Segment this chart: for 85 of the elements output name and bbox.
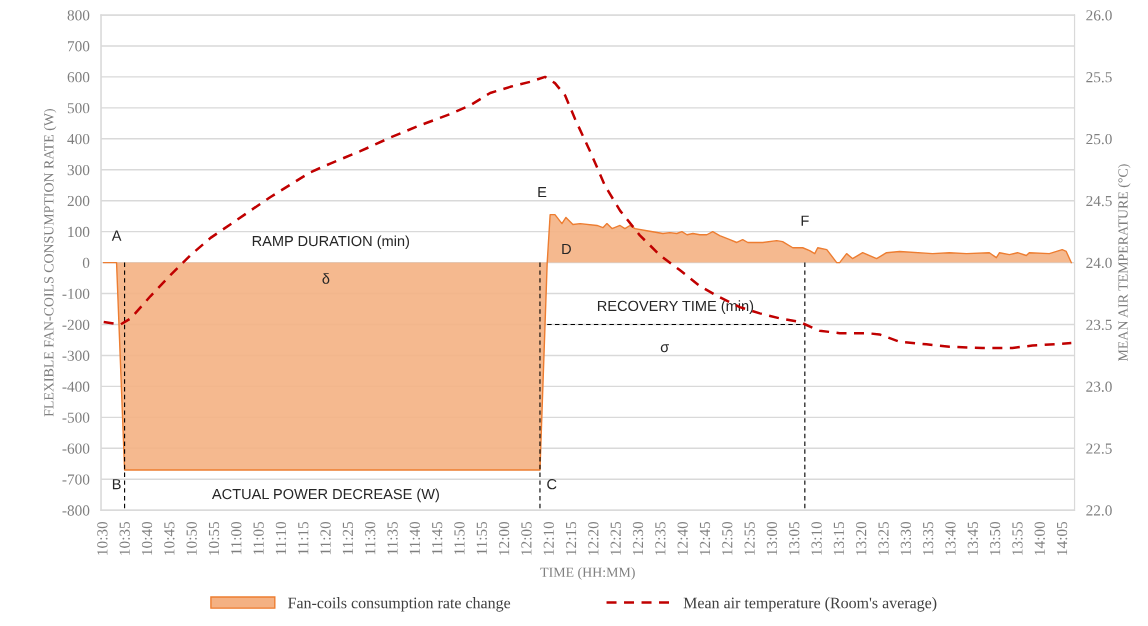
x-tick-label: 12:05 [521, 521, 532, 555]
y2-axis-title: MEAN AIR TEMPERATURE (°C) [1117, 164, 1131, 362]
x-tick-label: 12:25 [610, 521, 621, 555]
x-tick-label: 13:30 [900, 521, 912, 555]
y2-tick-label: 23.0 [1086, 381, 1112, 392]
x-tick-label: 13:55 [1012, 521, 1023, 555]
annotation: ACTUAL POWER DECREASE (W) [211, 488, 439, 503]
y-tick-label: 700 [68, 41, 90, 52]
y2-tick-label: 25.5 [1086, 72, 1112, 83]
x-tick-label: 10:50 [186, 521, 197, 555]
x-tick-label: 12:15 [565, 521, 577, 555]
y-tick-label: -600 [62, 443, 90, 454]
annotation: A [111, 230, 122, 241]
y-tick-label: -400 [62, 381, 90, 392]
x-tick-label: 13:10 [811, 521, 822, 555]
x-tick-label: 13:35 [923, 521, 934, 555]
y-tick-label: 0 [82, 257, 90, 269]
x-tick-label: 11:40 [409, 521, 421, 555]
y-axis-title: FLEXIBLE FAN-COILS CONSUMPTION RATE (W) [43, 109, 57, 417]
x-tick-label: 11:15 [298, 521, 309, 555]
x-tick-label: 12:40 [677, 521, 688, 555]
y-tick-label: 300 [67, 164, 90, 176]
x-axis-title: TIME (HH:MM) [540, 567, 635, 580]
x-tick-label: 12:10 [543, 521, 554, 555]
x-tick-label: 12:30 [632, 521, 644, 555]
y2-tick-label: 22.5 [1086, 443, 1112, 454]
x-tick-label: 11:35 [387, 521, 398, 555]
annotation: δ [322, 273, 330, 284]
x-tick-label: 10:35 [119, 521, 130, 555]
y-tick-label: 500 [67, 103, 90, 114]
x-tick-label: 10:40 [141, 521, 153, 555]
x-tick-label: 12:45 [699, 521, 711, 555]
y-tick-label: -800 [62, 505, 90, 516]
x-tick-label: 12:35 [655, 521, 666, 555]
y2-tick-label: 24.5 [1086, 195, 1112, 207]
x-tick-label: 13:25 [878, 521, 889, 555]
x-tick-label: 12:55 [744, 521, 755, 555]
annotation: E [538, 187, 547, 198]
x-tick-label: 13:50 [989, 521, 1001, 555]
x-tick-label: 11:05 [253, 521, 264, 555]
y-tick-label: 400 [67, 133, 90, 145]
y2-tick-label: 25.0 [1086, 133, 1112, 145]
x-tick-label: 10:45 [164, 521, 175, 555]
y-tick-label: 800 [67, 10, 90, 21]
y-tick-label: -500 [62, 412, 90, 423]
legend-label: Fan-coils consumption rate change [288, 597, 511, 612]
annotation: C [547, 479, 557, 490]
x-tick-label: 11:10 [275, 521, 287, 555]
x-tick-label: 11:00 [231, 521, 242, 555]
annotation: D [562, 243, 571, 254]
x-tick-label: 14:05 [1056, 521, 1068, 555]
x-tick-label: 11:45 [432, 521, 443, 555]
x-tick-label: 13:05 [789, 521, 800, 555]
y-tick-label: -100 [62, 288, 90, 300]
x-tick-label: 12:20 [588, 521, 599, 555]
y-tick-label: -200 [62, 319, 90, 330]
y2-tick-label: 24.0 [1086, 257, 1112, 269]
y2-tick-label: 26.0 [1086, 10, 1112, 21]
annotation: σ [660, 344, 669, 353]
x-tick-label: 11:55 [476, 521, 488, 555]
x-tick-label: 10:55 [208, 521, 220, 555]
y-tick-label: 100 [68, 226, 90, 238]
x-tick-label: 11:50 [454, 521, 465, 555]
x-tick-label: 13:40 [945, 521, 956, 555]
x-tick-label: 13:00 [766, 521, 778, 555]
annotation: B [112, 479, 121, 490]
annotation: RAMP DURATION (min) [252, 235, 409, 250]
y2-tick-label: 23.5 [1086, 319, 1112, 331]
x-tick-label: 10:30 [97, 521, 108, 555]
x-tick-label: 11:20 [320, 521, 331, 555]
y-tick-label: -300 [62, 350, 90, 361]
x-tick-label: 12:50 [722, 521, 733, 555]
annotation: F [801, 215, 809, 226]
y-tick-label: 600 [67, 72, 90, 83]
x-tick-label: 11:25 [342, 521, 354, 555]
x-tick-label: 13:20 [856, 521, 867, 555]
x-tick-label: 14:00 [1034, 521, 1045, 555]
y-tick-label: -700 [62, 474, 90, 485]
x-tick-label: 13:45 [967, 521, 978, 555]
legend-label: Mean air temperature (Room's average) [683, 597, 937, 612]
x-tick-label: 11:30 [365, 521, 376, 555]
x-tick-label: 12:00 [498, 521, 510, 555]
x-tick-label: 13:15 [833, 521, 845, 555]
y-tick-label: 200 [67, 195, 90, 207]
y2-tick-label: 22.0 [1086, 505, 1112, 516]
